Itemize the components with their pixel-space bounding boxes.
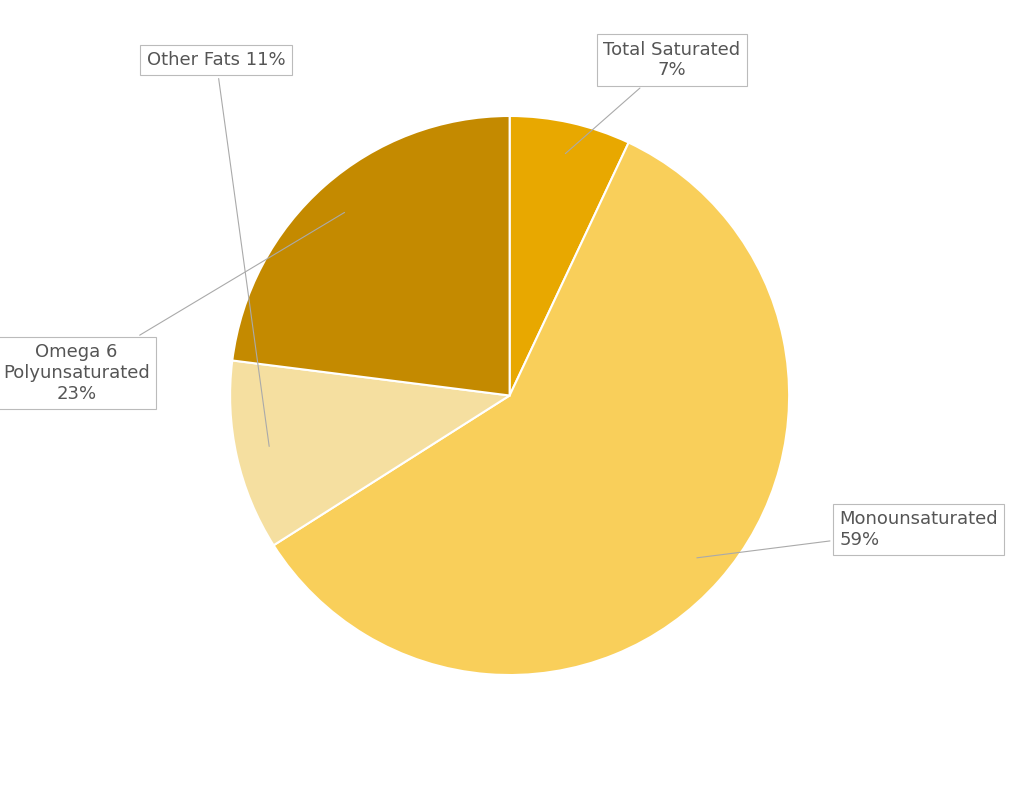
Text: Total Saturated
7%: Total Saturated 7% [565,40,740,153]
Wedge shape [232,116,510,395]
Text: Omega 6
Polyunsaturated
23%: Omega 6 Polyunsaturated 23% [3,213,344,403]
Text: Monounsaturated
59%: Monounsaturated 59% [697,510,998,558]
Wedge shape [510,116,629,395]
Wedge shape [273,142,790,675]
Text: Other Fats 11%: Other Fats 11% [146,51,286,446]
Wedge shape [230,361,510,545]
